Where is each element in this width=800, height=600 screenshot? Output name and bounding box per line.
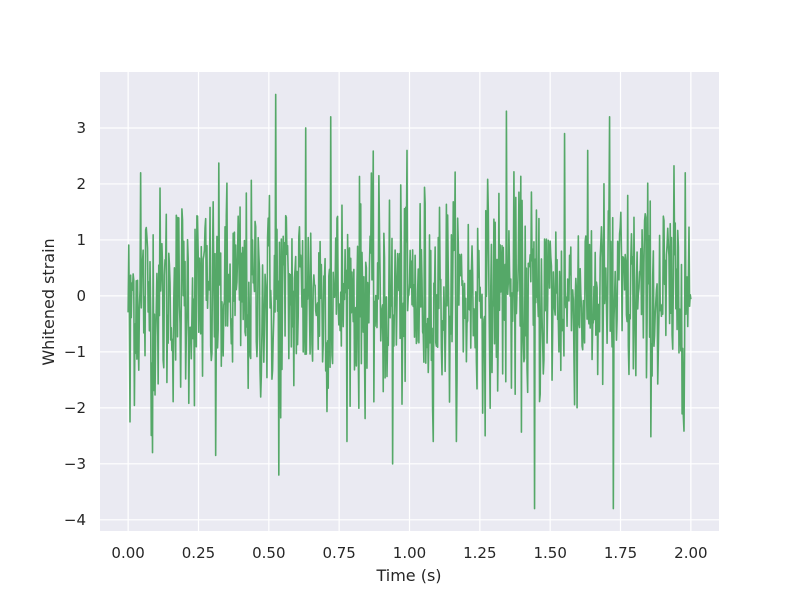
y-tick-label: 3 (76, 119, 86, 137)
x-tick-label: 1.75 (604, 544, 637, 562)
x-tick-label: 0.75 (322, 544, 355, 562)
y-tick-label: 1 (76, 231, 86, 249)
x-axis-title: Time (s) (375, 566, 441, 585)
series-layer (127, 93, 692, 510)
y-tick-label: 0 (76, 287, 86, 305)
series-line-whitened-strain (127, 93, 692, 510)
y-tick-label: −1 (64, 343, 86, 361)
x-tick-label: 0.50 (252, 544, 285, 562)
x-axis: 0.00 0.25 0.50 0.75 1.00 1.25 1.50 1.75 2.00 (111, 544, 707, 562)
x-tick-label: 0.25 (182, 544, 215, 562)
y-tick-label: −2 (64, 399, 86, 417)
x-tick-label: 2.00 (674, 544, 707, 562)
x-tick-label: 0.00 (111, 544, 144, 562)
y-tick-label: −4 (64, 511, 86, 529)
x-tick-label: 1.25 (463, 544, 496, 562)
y-axis: 3 2 1 0 −1 −2 −3 −4 (64, 119, 86, 529)
x-tick-label: 1.00 (393, 544, 426, 562)
x-tick-label: 1.50 (533, 544, 566, 562)
y-tick-label: −3 (64, 455, 86, 473)
grid (100, 72, 719, 531)
y-axis-title: Whitened strain (39, 238, 58, 365)
y-tick-label: 2 (76, 175, 86, 193)
